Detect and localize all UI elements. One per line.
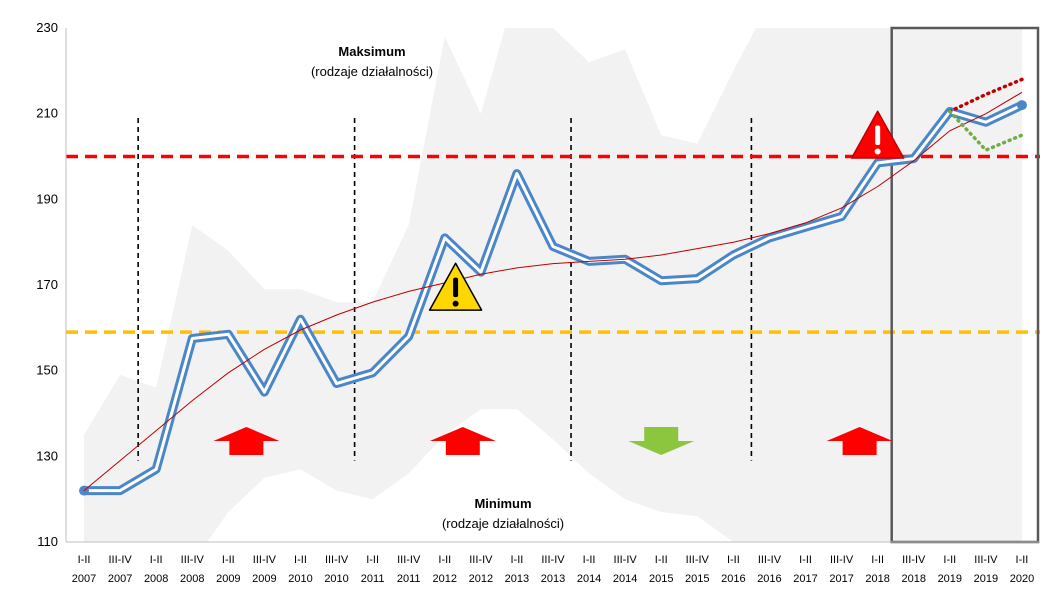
x-tick-label-half: III-IV [397, 554, 421, 566]
y-tick-label: 210 [36, 106, 58, 121]
x-tick-label-half: III-IV [974, 554, 998, 566]
x-tick-label-year: 2018 [901, 573, 925, 585]
x-tick-label-year: 2014 [577, 573, 601, 585]
forecast-lower-line [948, 109, 1024, 153]
y-tick-label: 170 [36, 277, 58, 292]
x-tick-label-year: 2009 [252, 573, 276, 585]
x-tick-label-year: 2016 [721, 573, 745, 585]
y-tick-label: 130 [36, 448, 58, 463]
up-arrow-2017 [826, 427, 893, 455]
x-tick-label-half: III-IV [108, 554, 132, 566]
y-tick-label: 190 [36, 191, 58, 206]
band-min-label: Minimum [474, 496, 531, 511]
x-tick-label-half: III-IV [253, 554, 277, 566]
x-tick-label-half: III-IV [325, 554, 349, 566]
x-tick-label-year: 2019 [938, 573, 962, 585]
x-tick-label-half: I-II [78, 554, 91, 566]
x-tick-label-year: 2017 [793, 573, 817, 585]
main-series-line [82, 103, 1024, 493]
x-tick-label-year: 2019 [974, 573, 998, 585]
x-tick-label-half: I-II [150, 554, 163, 566]
x-tick-label-year: 2008 [180, 573, 204, 585]
red-warning-icon-dot [874, 148, 881, 155]
x-tick-label-year: 2015 [685, 573, 709, 585]
y-tick-label: 110 [37, 534, 58, 549]
trend-line [83, 91, 1023, 491]
x-tick-label-half: I-II [583, 554, 596, 566]
up-arrow-2008 [213, 427, 280, 455]
x-tick-label-half: I-II [943, 554, 956, 566]
x-tick-label-half: III-IV [902, 554, 926, 566]
x-tick-label-half: I-II [222, 554, 235, 566]
x-tick-label-half: I-II [727, 554, 740, 566]
x-tick-label-year: 2013 [541, 573, 565, 585]
x-tick-label-year: 2014 [613, 573, 637, 585]
x-tick-label-half: I-II [1016, 554, 1029, 566]
x-tick-label-half: I-II [294, 554, 307, 566]
x-tick-label-half: I-II [366, 554, 379, 566]
band-max-sublabel: (rodzaje działalności) [311, 64, 433, 79]
x-tick-label-year: 2011 [361, 573, 385, 585]
forecast-upper-line [948, 77, 1024, 114]
x-tick-label-year: 2011 [397, 573, 421, 585]
x-tick-label-half: I-II [871, 554, 884, 566]
x-tick-label-half: III-IV [469, 554, 493, 566]
x-tick-label-year: 2012 [469, 573, 493, 585]
x-tick-label-half: III-IV [614, 554, 638, 566]
x-tick-label-half: I-II [438, 554, 451, 566]
x-tick-label-year: 2016 [757, 573, 781, 585]
y-tick-label: 230 [36, 20, 58, 35]
x-tick-label-half: III-IV [686, 554, 710, 566]
x-tick-label-half: III-IV [830, 554, 854, 566]
x-tick-label-year: 2007 [108, 573, 132, 585]
x-tick-label-year: 2010 [288, 573, 312, 585]
yellow-warning-icon [428, 262, 483, 311]
yellow-warning-icon-dot [452, 300, 459, 307]
x-tick-label-year: 2017 [829, 573, 853, 585]
x-tick-label-half: I-II [799, 554, 812, 566]
band-max-label: Maksimum [338, 44, 405, 59]
x-tick-label-half: I-II [655, 554, 668, 566]
x-tick-label-year: 2015 [649, 573, 673, 585]
up-arrow-2012 [429, 427, 496, 455]
red-warning-icon [850, 110, 905, 159]
x-tick-label-half: III-IV [541, 554, 565, 566]
y-tick-label: 150 [36, 363, 58, 378]
band-min-sublabel: (rodzaje działalności) [442, 516, 564, 531]
x-tick-label-year: 2007 [72, 573, 96, 585]
x-tick-label-year: 2013 [505, 573, 529, 585]
red-warning-icon-bar [875, 125, 881, 146]
range-band [84, 28, 1022, 542]
x-tick-label-half: III-IV [181, 554, 205, 566]
yellow-warning-icon-bar [453, 277, 459, 298]
x-tick-label-year: 2009 [216, 573, 240, 585]
x-tick-label-year: 2018 [865, 573, 889, 585]
x-tick-label-year: 2020 [1010, 573, 1034, 585]
x-tick-label-year: 2012 [433, 573, 457, 585]
x-tick-label-year: 2010 [324, 573, 348, 585]
down-arrow-2014 [628, 427, 695, 455]
x-tick-label-half: I-II [511, 554, 524, 566]
x-tick-label-half: III-IV [758, 554, 782, 566]
x-tick-label-year: 2008 [144, 573, 168, 585]
main-series-end-point [1016, 100, 1027, 111]
